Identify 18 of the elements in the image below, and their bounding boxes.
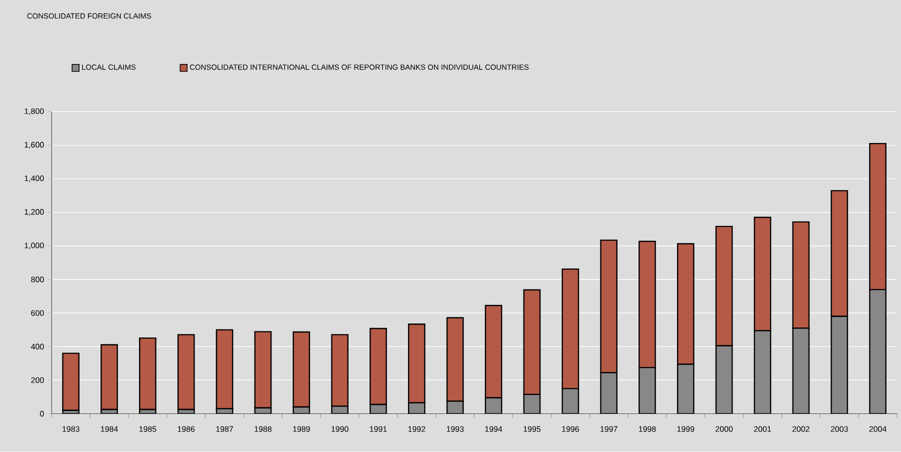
bar — [830, 316, 848, 414]
bar — [677, 364, 694, 414]
bar — [100, 344, 118, 410]
bar — [216, 329, 234, 410]
bar — [869, 289, 886, 414]
bar — [792, 328, 810, 414]
bar — [292, 332, 310, 408]
bar — [484, 305, 502, 399]
bar — [331, 334, 348, 407]
bar — [600, 372, 618, 414]
bar — [408, 324, 426, 404]
bar — [139, 338, 156, 410]
bar — [754, 330, 772, 414]
bar — [715, 345, 733, 414]
bar — [446, 317, 464, 402]
bar — [370, 328, 387, 406]
bar — [254, 331, 272, 409]
bar — [177, 334, 195, 410]
